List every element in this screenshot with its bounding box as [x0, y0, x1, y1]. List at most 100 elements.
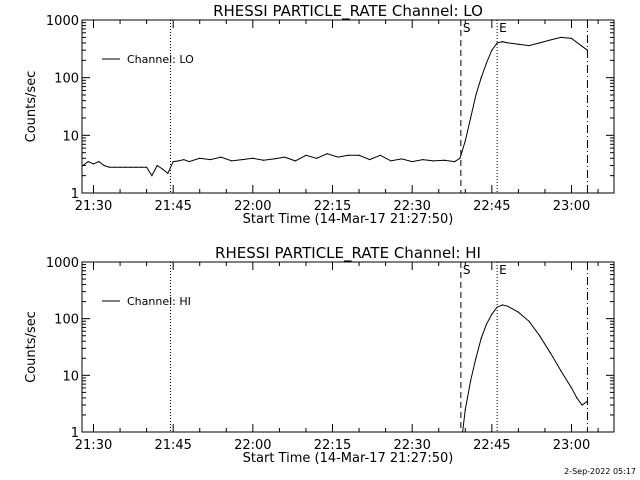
- footer-timestamp: 2-Sep-2022 05:17: [564, 467, 636, 476]
- legend-entry: Channel: HI: [127, 295, 191, 308]
- series-point: [230, 160, 233, 162]
- series-point: [124, 166, 126, 168]
- series-point: [108, 166, 111, 168]
- series-point: [220, 156, 222, 158]
- series-point: [92, 163, 95, 165]
- y-tick-label: 100: [54, 72, 79, 87]
- series-point: [305, 154, 307, 156]
- series-point: [347, 154, 350, 156]
- series-point: [161, 168, 164, 170]
- series-point: [390, 160, 392, 162]
- series-point: [432, 160, 435, 162]
- series-point: [273, 158, 275, 160]
- y-axis-label: Counts/sec: [24, 71, 39, 143]
- series-point: [82, 164, 84, 167]
- x-tick-label: 21:30: [75, 438, 112, 453]
- series-point: [485, 323, 488, 325]
- series-point: [337, 156, 339, 158]
- y-tick-label: 100: [54, 313, 79, 328]
- series-point: [262, 159, 265, 161]
- x-tick-label: 21:45: [154, 438, 191, 453]
- series-point: [454, 161, 456, 163]
- series-point: [581, 45, 583, 47]
- series-point: [501, 304, 504, 306]
- plot-frame: [81, 19, 615, 194]
- x-tick-label: 22:15: [314, 199, 351, 214]
- series-point: [507, 305, 509, 307]
- series-point: [358, 154, 360, 156]
- series-point: [188, 161, 190, 163]
- event-marker-label: E: [499, 21, 507, 35]
- series-point: [140, 166, 142, 168]
- series-point: [209, 158, 211, 161]
- event-marker-label: S: [463, 263, 471, 277]
- series-point: [491, 49, 493, 51]
- series-point: [539, 42, 541, 44]
- series-point: [464, 408, 466, 411]
- series-point: [379, 154, 381, 156]
- x-tick-label: 22:00: [234, 199, 271, 214]
- chart-title: RHESSI PARTICLE_RATE Channel: HI: [215, 244, 481, 263]
- series-point: [135, 166, 137, 168]
- series-point: [560, 370, 562, 372]
- series-point: [586, 400, 589, 402]
- series-point: [151, 175, 153, 177]
- series-point: [581, 404, 583, 406]
- y-tick-label: 1000: [46, 14, 79, 29]
- chart-title: RHESSI PARTICLE_RATE Channel: LO: [213, 2, 483, 21]
- y-tick-label: 1000: [46, 256, 79, 271]
- series-point: [241, 158, 243, 161]
- series-point: [103, 164, 105, 167]
- series-point: [464, 140, 466, 142]
- legend-entry: Channel: LO: [127, 53, 194, 66]
- series-point: [496, 306, 498, 308]
- series-point: [199, 157, 201, 159]
- series-point: [172, 161, 174, 163]
- series-point: [570, 387, 573, 389]
- series-point: [146, 166, 148, 168]
- series-point: [528, 44, 530, 47]
- series-point: [114, 166, 116, 168]
- series-point: [570, 37, 573, 39]
- series-point: [469, 380, 472, 382]
- x-axis-label: Start Time (14-Mar-17 21:27:50): [243, 212, 454, 227]
- series-point: [549, 352, 551, 354]
- y-tick-label: 1: [71, 426, 79, 441]
- series-point: [252, 157, 254, 159]
- x-tick-label: 21:45: [154, 199, 191, 214]
- series-point: [443, 159, 445, 161]
- series-point: [462, 431, 464, 433]
- series-point: [87, 161, 89, 163]
- x-tick-label: 22:15: [314, 438, 351, 453]
- series-point: [130, 166, 132, 168]
- x-axis-label: Start Time (14-Mar-17 21:27:50): [243, 451, 454, 466]
- series-point: [576, 397, 578, 399]
- series-point: [528, 320, 530, 322]
- x-tick-label: 21:30: [75, 199, 112, 214]
- series-point: [475, 357, 477, 359]
- x-tick-label: 22:30: [393, 438, 430, 453]
- y-axis-label: Counts/sec: [24, 311, 39, 383]
- series-point: [549, 39, 551, 41]
- x-tick-label: 22:30: [393, 199, 430, 214]
- series-point: [491, 313, 493, 315]
- series-line: [82, 36, 588, 177]
- series-point: [560, 36, 562, 38]
- series-line: [462, 304, 588, 433]
- series-point: [369, 158, 371, 161]
- series-point: [469, 117, 472, 119]
- event-marker-label: S: [463, 21, 471, 35]
- series-point: [480, 77, 482, 79]
- series-point: [326, 153, 328, 155]
- series-point: [400, 158, 403, 160]
- series-point: [156, 164, 158, 167]
- y-tick-label: 10: [62, 369, 79, 384]
- x-tick-label: 22:00: [234, 438, 271, 453]
- series-point: [167, 172, 169, 174]
- series-point: [475, 94, 477, 96]
- x-tick-label: 22:45: [473, 199, 510, 214]
- series-point: [517, 311, 519, 313]
- series-point: [539, 335, 541, 337]
- series-point: [294, 160, 296, 162]
